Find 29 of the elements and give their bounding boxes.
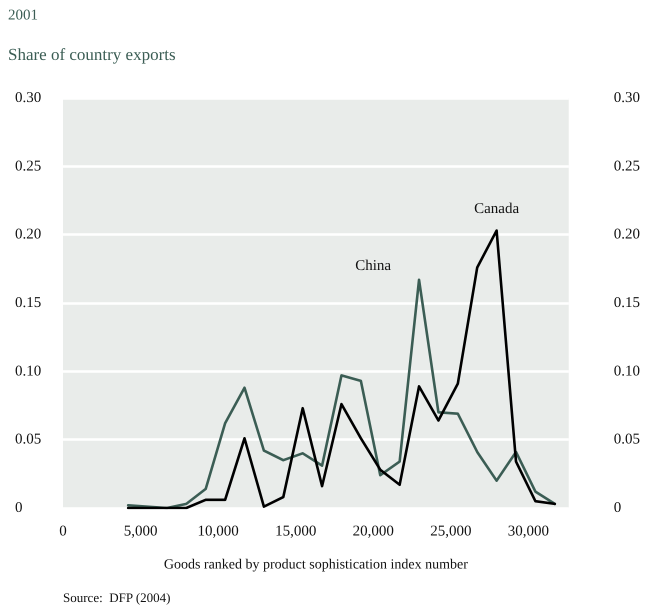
x-axis-title: Goods ranked by product sophistication index number xyxy=(164,558,468,572)
y2-tick-label: 0.10 xyxy=(614,363,640,380)
y2-tick-label: 0.20 xyxy=(614,226,640,243)
y2-tick-label: 0.25 xyxy=(614,158,640,174)
line-series xyxy=(126,278,556,510)
y2-tick-label: 0.30 xyxy=(614,90,640,106)
x-tick-label: 30,000 xyxy=(508,524,550,540)
y-tick-label: 0.30 xyxy=(15,90,42,106)
x-tick-label: 25,000 xyxy=(430,524,472,540)
source-note: Source: DFP (2004) xyxy=(63,590,170,605)
line-series xyxy=(126,229,556,510)
x-tick-label: 10,000 xyxy=(198,524,239,540)
x-tick-label: 5,000 xyxy=(124,524,158,540)
x-tick-label: 0 xyxy=(59,524,67,540)
chart-subtitle: 2001 xyxy=(8,8,38,24)
y2-tick-label: 0.15 xyxy=(614,295,640,311)
y-tick-label: 0 xyxy=(15,500,22,516)
y-axis-title: Share of country exports xyxy=(8,45,176,64)
y-tick-label: 0.25 xyxy=(15,158,42,174)
y-tick-label: 0.20 xyxy=(15,226,42,243)
y-tick-label: 0.10 xyxy=(15,363,42,380)
x-tick-label: 15,000 xyxy=(275,524,316,540)
y-tick-label: 0.15 xyxy=(15,295,42,311)
y-tick-label: 0.05 xyxy=(15,432,42,448)
series-label: Canada xyxy=(474,201,520,218)
x-tick-label: 20,000 xyxy=(352,524,394,540)
y2-tick-label: 0 xyxy=(614,500,622,516)
y2-tick-label: 0.05 xyxy=(614,432,640,448)
series-label: China xyxy=(355,258,392,274)
